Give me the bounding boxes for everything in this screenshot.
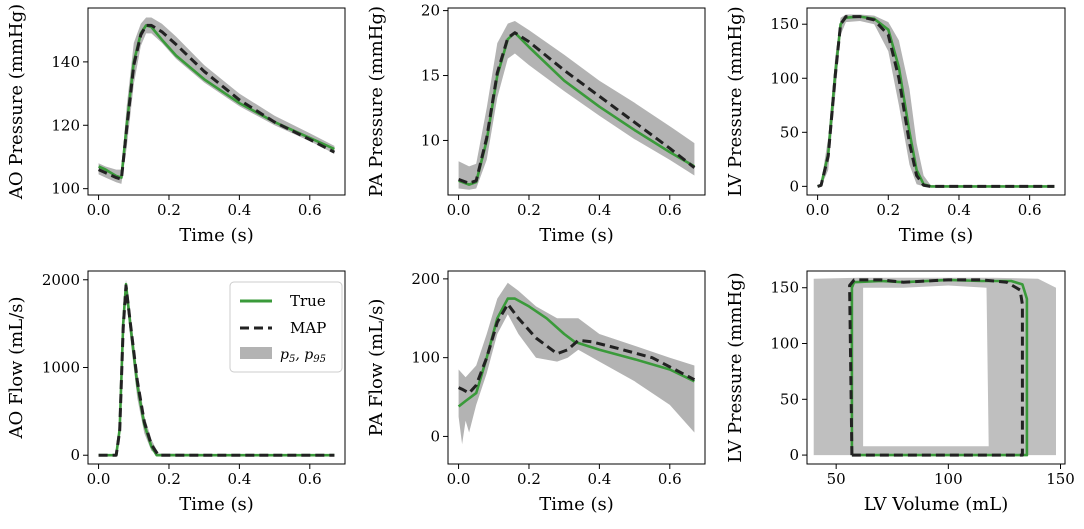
pa_pressure-band-p5-p95 [458, 21, 695, 190]
ao-pressure-panel: 0.0 0.2 0.4 0.6 100 120 140 Time (s) AO Pressure… [6, 4, 346, 246]
pa-pressure-panel: 0.0 0.2 0.4 0.6 10 15 20 Time (s) PA Pressure (m… [366, 2, 706, 246]
legend-band-sub-low: 5 [289, 354, 295, 365]
legend: True MAP p5, p95 [229, 281, 343, 373]
pa_flow-ytick-label: 100 [411, 349, 440, 367]
ao_pressure-ytick-label: 140 [51, 53, 80, 71]
ao_pressure-xtick-label: 0.6 [298, 201, 322, 219]
ao_pressure-xlabel: Time (s) [179, 225, 254, 246]
pa_flow-ytick-label: 0 [430, 427, 440, 445]
pa_flow-xtick-label: 0.4 [587, 470, 611, 488]
lv_pv_loop-xtick-label: 100 [934, 470, 963, 488]
pa_flow-series-map-line [457, 302, 696, 395]
legend-band-label: p5, p95 [280, 347, 326, 365]
lv_pv_loop-ytick-label: 150 [770, 279, 799, 297]
lv_pressure-ytick-label: 100 [770, 69, 799, 87]
legend-band-p1: p [280, 347, 289, 363]
pa_pressure-axes-frame [447, 7, 706, 196]
lv_pressure-ytick-label: 0 [789, 177, 799, 195]
pa_pressure-xtick-label: 0.2 [517, 201, 541, 219]
ao_flow-series-map-line [98, 284, 335, 457]
legend-band-p2: p [304, 347, 313, 363]
pa_flow-ytick-label: 200 [411, 270, 440, 288]
ao_pressure-ylabel: AO Pressure (mmHg) [6, 4, 27, 200]
lv_pressure-series-map-line [817, 15, 1055, 188]
ao_flow-xtick-label: 0.4 [227, 470, 251, 488]
lv_pv_loop-ytick-label: 100 [770, 335, 799, 353]
ao_flow-xtick-label: 0.2 [157, 470, 181, 488]
pa_flow-plot-area [457, 282, 696, 445]
ao_pressure-plot-area [97, 17, 336, 184]
lv_pressure-xtick-label: 0.0 [806, 201, 830, 219]
pa_flow-band-p5-p95 [458, 282, 695, 445]
lv_pv_loop-band-p5-p95 [813, 277, 1056, 456]
pa_pressure-xlabel: Time (s) [539, 225, 614, 246]
lv_pressure-xtick-label: 0.2 [876, 201, 900, 219]
lv_pressure-band-p5-p95 [817, 14, 1055, 187]
lv_pressure-axes-frame [806, 7, 1066, 196]
ao_pressure-ytick-label: 100 [51, 180, 80, 198]
pa_flow-xtick-label: 0.0 [447, 470, 471, 488]
lv_pv_loop-xtick-label: 50 [827, 470, 846, 488]
lv_pressure-ytick-label: 50 [780, 123, 799, 141]
pa_pressure-ylabel: PA Pressure (mmHg) [366, 6, 387, 197]
ao_flow-plot-area [98, 279, 335, 457]
ao_pressure-ytick-label: 120 [51, 116, 80, 134]
pa_flow-xtick-label: 0.2 [517, 470, 541, 488]
ao-flow-panel: 0.0 0.2 0.4 0.6 0 1000 2000 Time (s) AO Flow (mL… [6, 270, 346, 515]
pa_flow-xlabel: Time (s) [539, 494, 614, 515]
ao_flow-xtick-label: 0.0 [87, 470, 111, 488]
legend-band-sub-high: 95 [313, 354, 326, 365]
ao_flow-xlabel: Time (s) [179, 494, 254, 515]
pa_pressure-series-map-line [458, 31, 696, 185]
lv_pressure-series-true-line [817, 15, 1055, 188]
lv_pv_loop-axes-frame [806, 270, 1066, 465]
lv_pressure-plot-area [817, 14, 1055, 188]
lv_pressure-ytick-label: 150 [770, 15, 799, 33]
pa_pressure-plot-area [458, 21, 696, 190]
lv_pressure-xtick-label: 0.6 [1018, 201, 1042, 219]
legend-true-label: True [290, 292, 326, 310]
ao_flow-ytick-label: 1000 [42, 359, 80, 377]
lv_pv_loop-xtick-label: 150 [1046, 470, 1075, 488]
legend-band-comma: , [295, 347, 304, 363]
ao_pressure-band-p5-p95 [98, 17, 335, 184]
ao_pressure-series-map-line [97, 23, 336, 181]
ao_pressure-xtick-label: 0.2 [157, 201, 181, 219]
ao_flow-ytick-label: 2000 [42, 271, 80, 289]
ao_flow-ytick-label: 0 [70, 446, 80, 464]
ao_flow-xtick-label: 0.6 [298, 470, 322, 488]
lv-pv-loop-panel: 50 100 150 0 50 100 150 LV Volume (mL) LV Pressu… [725, 270, 1075, 515]
ao_pressure-xtick-label: 0.0 [87, 201, 111, 219]
pa-flow-panel: 0.0 0.2 0.4 0.6 0 100 200 Time (s) PA Flow (mL/s… [366, 270, 706, 515]
lv_pv_loop-ytick-label: 50 [780, 390, 799, 408]
pa_pressure-xtick-label: 0.0 [447, 201, 471, 219]
lv_pv_loop-xlabel: LV Volume (mL) [864, 494, 1009, 515]
pa_pressure-xtick-label: 0.6 [658, 201, 682, 219]
lv_pressure-xlabel: Time (s) [899, 225, 974, 246]
pa_flow-series-true-line [457, 297, 695, 408]
ao_pressure-axes-frame [87, 7, 346, 196]
ao_pressure-xtick-label: 0.4 [227, 201, 251, 219]
pa_pressure-ytick-label: 15 [421, 67, 440, 85]
lv_pressure-ylabel: LV Pressure (mmHg) [725, 6, 746, 196]
pa_flow-xtick-label: 0.6 [658, 470, 682, 488]
pa_flow-ylabel: PA Flow (mL/s) [366, 299, 387, 437]
legend-band-swatch [240, 347, 272, 359]
legend-map-label: MAP [290, 319, 326, 337]
lv_pv_loop-ytick-label: 0 [789, 446, 799, 464]
ao_flow-ylabel: AO Flow (mL/s) [6, 296, 27, 439]
lv_pv_loop-plot-area [813, 277, 1056, 457]
lv_pv_loop-series-map-line [848, 278, 1024, 457]
lv_pv_loop-ylabel: LV Pressure (mmHg) [725, 272, 746, 462]
lv-pressure-panel: 0.0 0.2 0.4 0.6 0 50 100 150 Time (s) LV Pressure… [725, 6, 1066, 246]
pa_pressure-ytick-label: 20 [421, 2, 440, 20]
pa_pressure-xtick-label: 0.4 [587, 201, 611, 219]
pa_pressure-ytick-label: 10 [421, 131, 440, 149]
lv_pressure-xtick-label: 0.4 [947, 201, 971, 219]
pa_flow-axes-frame [447, 270, 706, 465]
